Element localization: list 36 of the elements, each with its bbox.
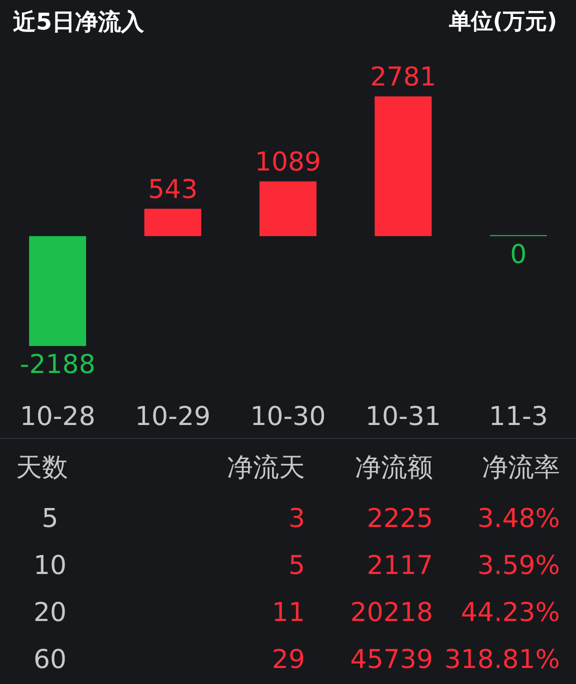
category-label: 天数: [15, 452, 69, 484]
text: 5: [287, 550, 305, 580]
data-label: -2188: [20, 350, 96, 380]
text: 2117: [366, 550, 433, 580]
category-label: 净流率: [481, 452, 560, 484]
bar: [374, 96, 432, 236]
text: 10: [32, 550, 68, 580]
x-tick-label: 10-31: [365, 402, 441, 432]
chart-title: 近5日净流入: [12, 8, 146, 36]
x-tick-label: 10-30: [250, 402, 326, 432]
text: 20: [32, 598, 68, 628]
text: 318.81%: [443, 644, 560, 674]
text: 3.48%: [476, 504, 560, 534]
text: 44.23%: [460, 598, 560, 628]
bar: [260, 181, 316, 236]
x-tick-label: 10-28: [20, 402, 96, 432]
text: 29: [270, 644, 305, 674]
text: 20218: [349, 598, 433, 628]
text: 5: [40, 504, 60, 534]
text: 2225: [366, 504, 433, 534]
text: 60: [32, 644, 68, 674]
data-label: 2781: [370, 62, 436, 92]
text: 45739: [349, 644, 433, 674]
x-tick-label: 10-29: [135, 402, 211, 432]
category-label: 净流额: [354, 452, 433, 484]
data-label: 1089: [254, 147, 322, 178]
category-label: 净流天: [226, 452, 305, 484]
x-tick-label: 11-3: [488, 402, 548, 432]
bar: [29, 236, 86, 346]
text: 3: [287, 504, 305, 534]
text: 3.59%: [476, 550, 560, 580]
chart-subtitle: 单位(万元): [448, 10, 557, 34]
bar: [144, 208, 202, 236]
data-label: 543: [148, 174, 198, 205]
data-label: 0: [510, 240, 527, 270]
text: 11: [270, 598, 305, 628]
